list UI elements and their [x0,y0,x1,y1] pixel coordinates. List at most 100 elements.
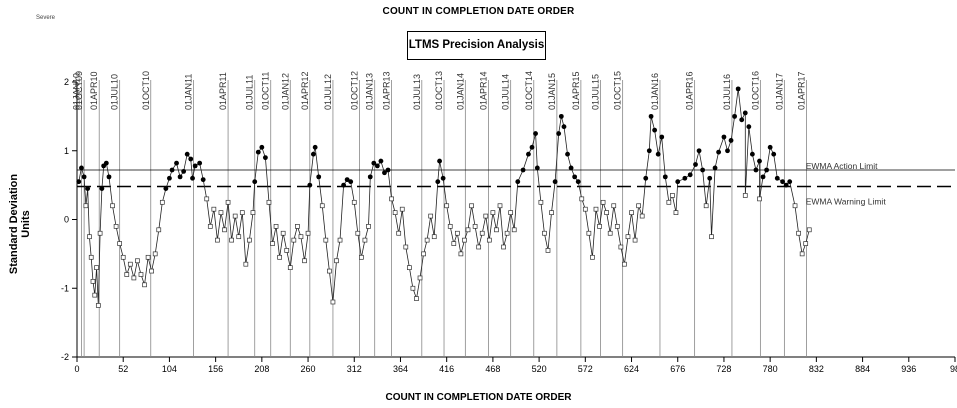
y-tick-label: 1 [64,146,69,156]
data-point-open [247,237,252,243]
data-point-open [629,210,634,215]
data-point-open [362,237,368,243]
date-marker-label: 01JUL16 [722,74,732,110]
data-point-filled [712,165,718,171]
x-tick-label: 884 [855,364,870,374]
data-point-open [280,230,286,236]
date-marker-label: 01JAN13 [365,73,375,110]
data-point-open [284,248,290,253]
date-marker-label: 01APR15 [571,71,581,110]
data-point-filled [181,168,187,174]
data-point-open [211,206,217,212]
data-point-filled [556,131,562,136]
data-point-filled [558,113,564,119]
data-point-filled [188,156,194,162]
date-marker-label: 01JUL11 [245,75,255,110]
data-point-filled [732,113,738,119]
data-point-filled [707,175,713,181]
data-point-open [291,237,297,243]
data-point-open [222,227,227,233]
data-point-filled [662,174,668,180]
data-point-filled [163,186,169,191]
date-marker-label: 01APR17 [797,71,807,110]
data-point-filled [344,177,350,183]
warning-limit-label: EWMA Warning Limit [806,197,887,207]
data-point-open [454,230,460,236]
x-tick-label: 260 [301,364,316,374]
data-point-open [243,261,249,267]
data-point-open [83,203,89,209]
data-point-open [403,244,409,250]
data-point-filled [757,158,762,164]
date-marker-label: 01OCT13 [434,71,444,110]
data-point-filled [190,175,195,181]
action-limit-label: EWMA Action Limit [806,161,878,171]
data-point-filled [561,124,567,130]
data-point-filled [652,127,658,133]
data-point-open [497,203,503,209]
data-point-open [250,210,256,215]
data-point-filled [767,144,773,150]
data-point-filled [575,179,581,185]
data-point-open [590,254,595,260]
data-point-open [593,206,599,212]
data-point-open [431,234,437,240]
data-point-filled [520,167,526,173]
data-point-open [614,224,620,229]
data-point-open [757,196,762,202]
data-point-open [486,237,492,243]
data-point-open [549,210,554,215]
data-point-open [295,224,300,229]
data-point-open [490,210,496,215]
data-point-open [273,224,279,229]
data-point-open [622,261,627,267]
data-point-open [229,237,234,243]
data-point-open [270,241,275,246]
y-tick-label: -1 [61,283,69,293]
data-point-open [225,199,231,205]
data-point-filled [700,167,706,173]
data-point-filled [385,167,391,173]
data-point-filled [565,151,570,157]
data-point-filled [552,179,558,185]
data-point-open [414,296,419,301]
data-point-filled [367,174,373,180]
data-point-open [204,196,210,202]
x-tick-label: 936 [901,364,916,374]
data-point-open [330,299,336,305]
date-marker-label: 01JAN12 [280,73,290,110]
data-point-filled [735,86,741,92]
data-point-filled [533,131,538,136]
data-point-filled [197,160,203,166]
data-point-filled [316,174,322,180]
data-point-filled [515,179,521,185]
data-point-open [806,227,812,233]
data-point-open [742,193,748,198]
data-point-filled [341,182,346,188]
data-point-open [337,237,343,243]
data-point-open [113,224,119,229]
data-point-open [625,234,631,240]
data-point-open [607,230,613,236]
data-point-open [142,282,147,288]
data-point-filled [435,179,441,185]
top-title: COUNT IN COMPLETION DATE ORDER [382,6,575,17]
data-point-filled [437,158,442,164]
data-point-filled [79,165,84,171]
data-point-filled [749,151,755,157]
data-point-filled [529,144,535,150]
x-tick-label: 104 [162,364,177,374]
data-point-filled [696,148,702,154]
data-point-filled [646,148,652,154]
data-point-filled [259,144,265,150]
data-point-open [131,275,137,281]
data-point-open [421,251,426,257]
data-point-open [159,199,165,205]
data-point-filled [184,151,190,157]
data-point-open [479,230,485,236]
data-point-filled [771,151,777,157]
data-point-open [110,203,115,209]
data-point-open [323,237,329,243]
data-point-filled [312,144,318,150]
